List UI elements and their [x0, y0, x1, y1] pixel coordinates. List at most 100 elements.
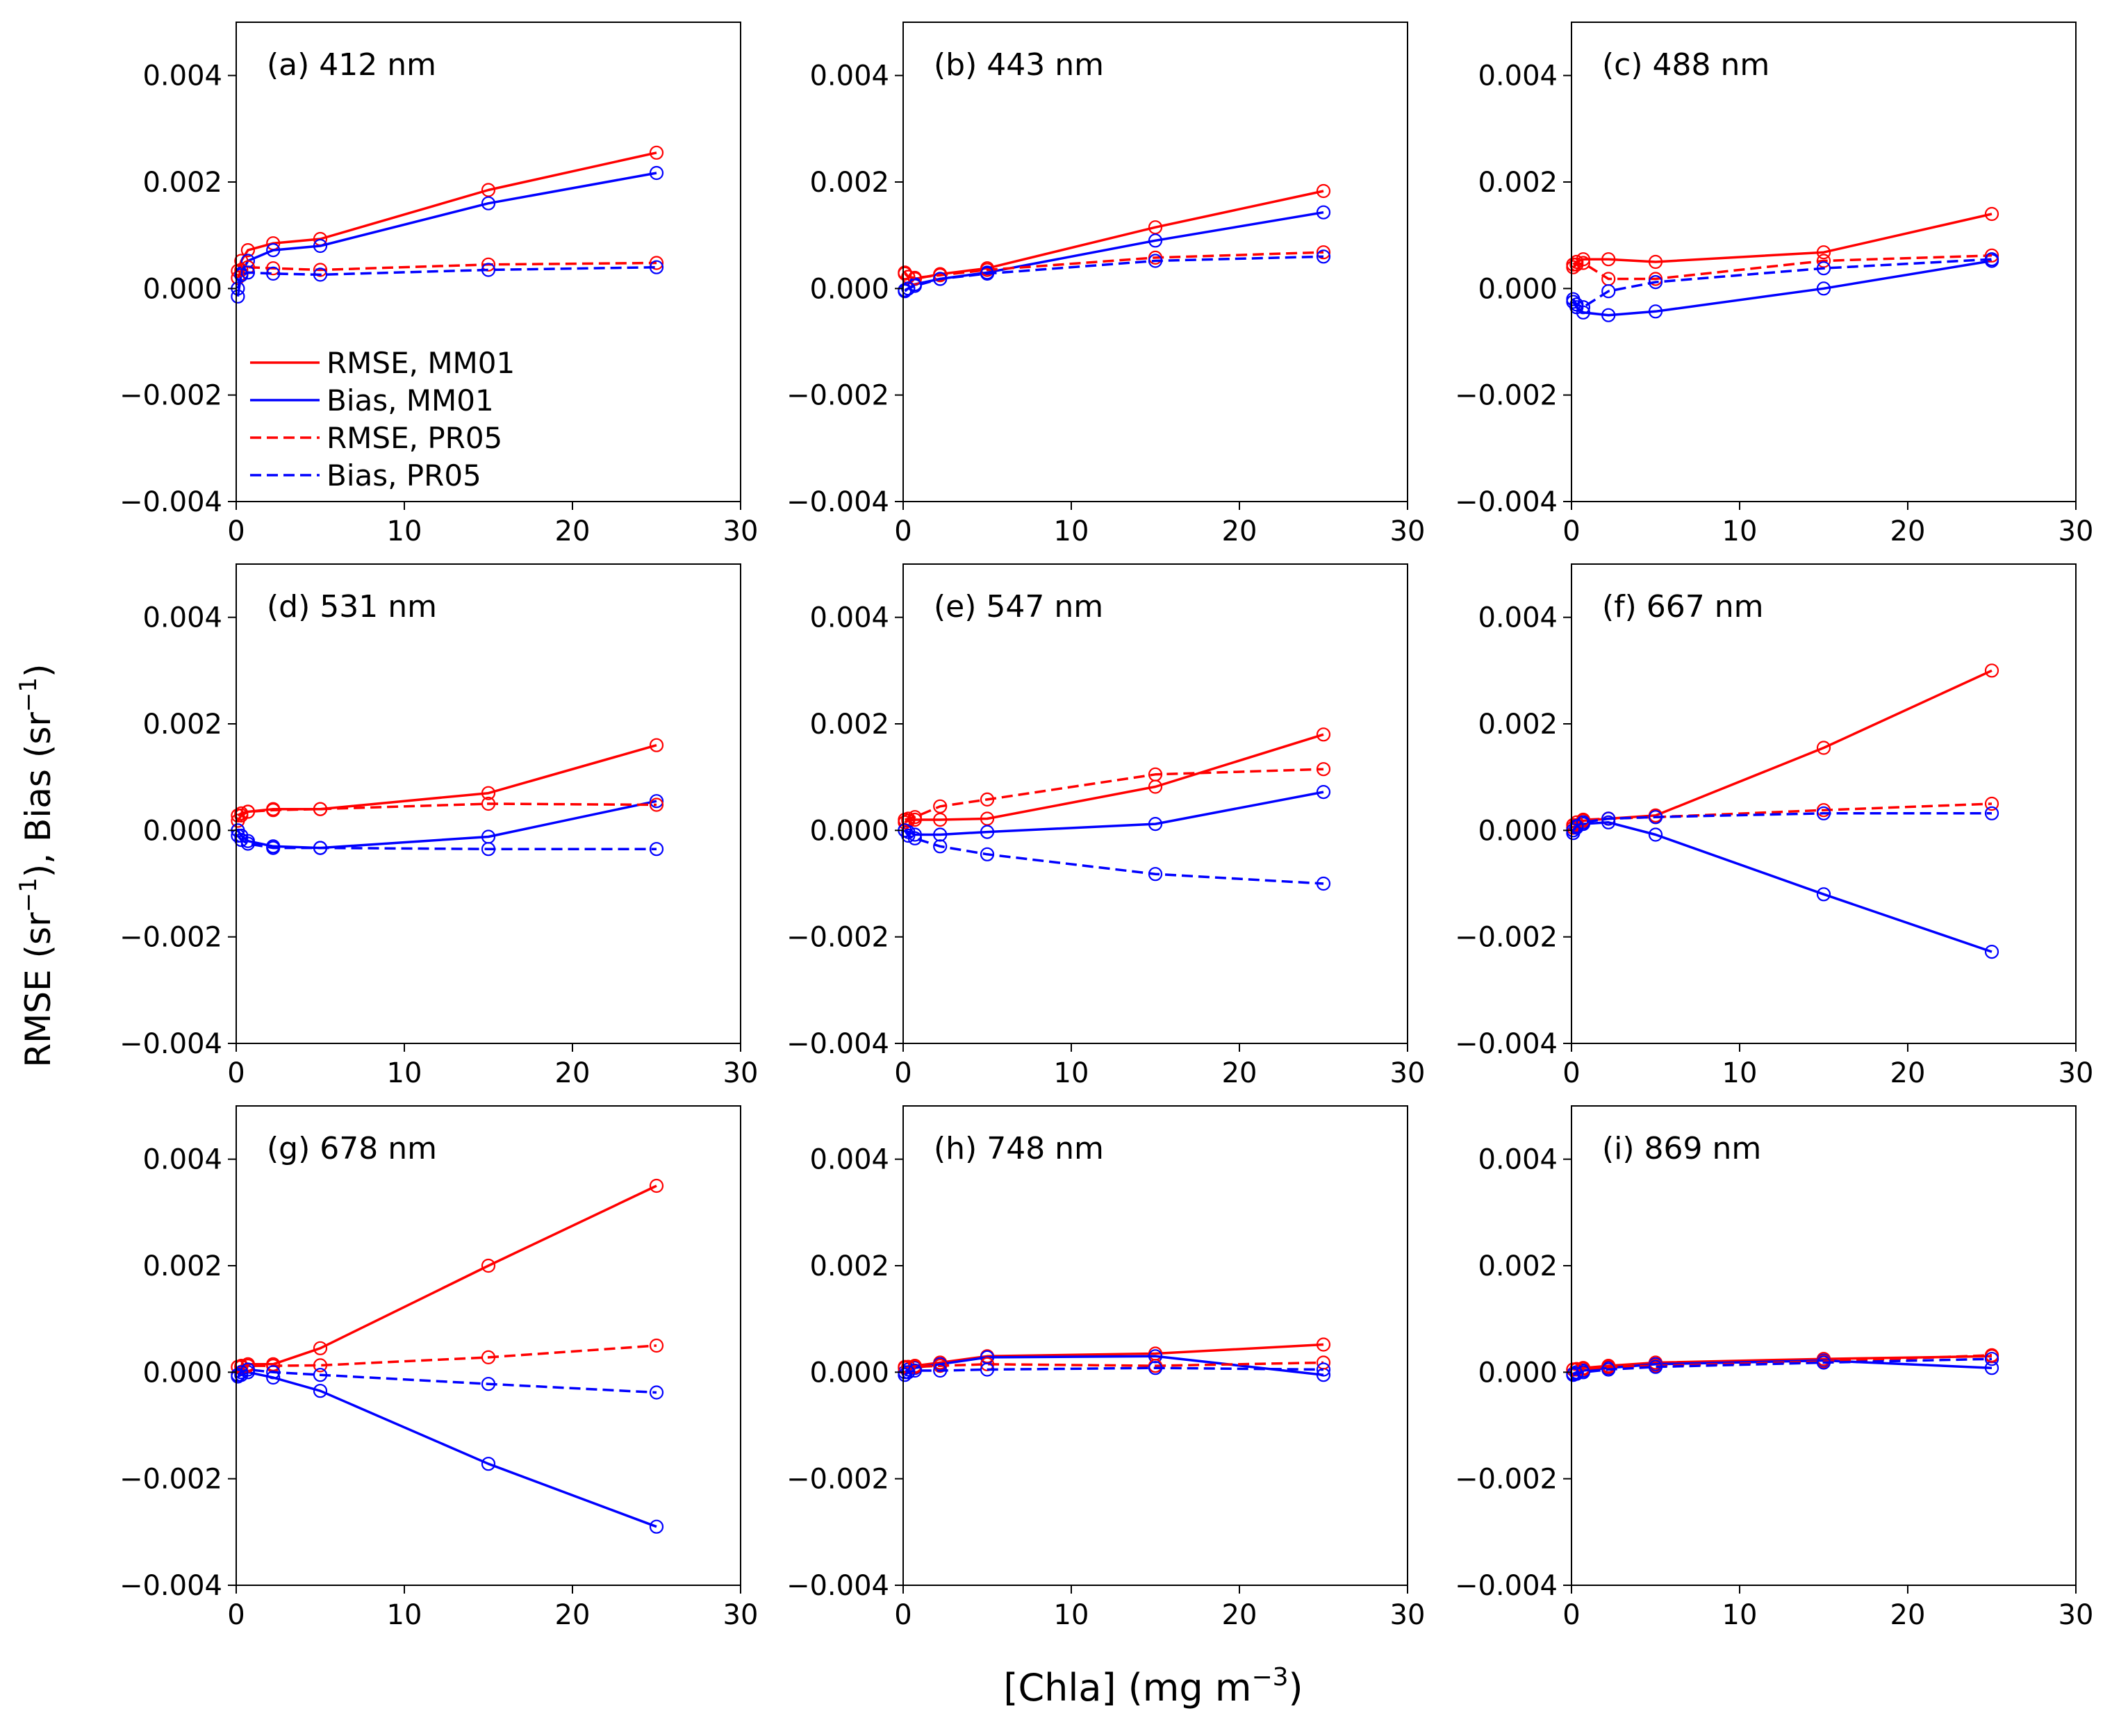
axes-frame: [236, 22, 741, 502]
data-point-rmse-mm01: [481, 1258, 496, 1273]
y-tick-label: 0.002: [1478, 709, 1558, 741]
y-axis-label: RMSE (sr−1), Bias (sr−1): [15, 663, 58, 1067]
data-point-rmse-pr05: [234, 263, 249, 277]
series-group: [231, 738, 664, 857]
data-point-bias-pr05: [1601, 1362, 1616, 1377]
y-tick-label: −0.004: [119, 1028, 222, 1060]
data-point-bias-mm01: [231, 289, 245, 304]
data-point-rmse-pr05: [907, 270, 923, 286]
x-tick-label: 0: [894, 1599, 911, 1631]
data-point-bias-pr05: [907, 1363, 923, 1378]
data-point-bias-pr05: [1984, 806, 1999, 820]
series-line-bias-pr05: [237, 1368, 657, 1394]
x-tick-label: 10: [387, 1057, 422, 1089]
series-line-bias-mm01: [904, 791, 1324, 836]
data-point-rmse-pr05: [313, 263, 328, 277]
y-tick-label: 0.004: [1478, 1144, 1558, 1176]
y-tick-label: 0.000: [142, 273, 222, 305]
x-tick-label: 20: [1890, 1057, 1926, 1089]
y-tick-label: 0.000: [1478, 273, 1558, 305]
x-tick-label: 10: [1054, 515, 1089, 547]
x-tick-label: 20: [555, 515, 591, 547]
data-point-bias-pr05: [901, 828, 916, 843]
data-point-bias-mm01: [313, 238, 328, 254]
data-point-rmse-mm01: [240, 243, 255, 258]
data-point-rmse-pr05: [649, 797, 664, 812]
x-tick-label: 0: [227, 1599, 245, 1631]
data-point-bias-mm01: [1648, 827, 1663, 842]
data-point-rmse-pr05: [980, 263, 995, 277]
data-point-bias-pr05: [1569, 819, 1584, 834]
data-point-bias-pr05: [1148, 254, 1163, 268]
data-point-rmse-mm01: [649, 738, 664, 752]
y-tick-label: −0.002: [786, 922, 889, 954]
data-point-bias-pr05: [266, 266, 281, 281]
data-point-rmse-mm01: [933, 812, 948, 827]
data-point-bias-mm01: [313, 1384, 328, 1398]
chart-panel-5: 0 10 20 30 −0.004 −0.002 0.000 0.002 0.004 (e) 54…: [786, 563, 1425, 1089]
data-point-rmse-pr05: [1566, 1362, 1581, 1377]
axes-frame: [1571, 1105, 2077, 1586]
y-tick-label: −0.002: [119, 380, 222, 412]
data-point-rmse-pr05: [1569, 815, 1584, 829]
x-tick-label: 0: [1562, 515, 1580, 547]
data-point-bias-mm01: [1316, 784, 1331, 800]
data-point-rmse-mm01: [1984, 206, 1999, 222]
y-tick-label: 0.000: [142, 1357, 222, 1389]
data-point-rmse-pr05: [933, 1358, 948, 1373]
data-point-bias-pr05: [907, 279, 923, 293]
panel-title: (h) 748 nm: [934, 1131, 1104, 1166]
data-point-bias-pr05: [481, 263, 496, 277]
data-point-rmse-pr05: [649, 1338, 664, 1353]
x-tick-label: 30: [1390, 1599, 1426, 1631]
data-point-bias-mm01: [1984, 944, 1999, 959]
data-point-rmse-mm01: [649, 1178, 664, 1193]
y-tick-label: 0.002: [809, 709, 889, 741]
legend-label: Bias, MM01: [327, 383, 494, 418]
y-tick-label: 0.000: [142, 815, 222, 847]
axes-frame: [1571, 22, 2077, 502]
x-tick-label: 20: [1890, 1599, 1926, 1631]
y-tick-label: 0.004: [142, 1144, 222, 1176]
data-point-bias-pr05: [1601, 811, 1616, 826]
data-point-bias-pr05: [980, 266, 995, 281]
series-group: [898, 183, 1331, 299]
data-point-bias-pr05: [313, 841, 328, 855]
x-tick-label: 30: [2059, 1599, 2094, 1631]
data-point-bias-pr05: [481, 842, 496, 857]
y-tick-label: −0.002: [786, 1464, 889, 1496]
data-point-rmse-pr05: [240, 804, 255, 819]
data-point-rmse-pr05: [266, 261, 281, 276]
y-tick-label: 0.002: [142, 709, 222, 741]
axes-frame: [902, 563, 1408, 1044]
axes-frame: [902, 22, 1408, 502]
data-point-rmse-pr05: [481, 1350, 496, 1365]
series-line-bias-pr05: [904, 255, 1324, 292]
axes-frame: [902, 1105, 1408, 1586]
x-tick-label: 0: [1562, 1599, 1580, 1631]
x-tick-label: 20: [555, 1599, 591, 1631]
x-tick-label: 20: [1222, 515, 1257, 547]
data-point-bias-mm01: [1601, 815, 1616, 829]
y-tick-label: 0.004: [142, 60, 222, 92]
data-point-bias-pr05: [649, 1385, 664, 1400]
data-point-bias-pr05: [1148, 1361, 1163, 1375]
data-point-rmse-pr05: [1569, 257, 1584, 272]
axes-frame: [236, 563, 741, 1044]
data-point-rmse-mm01: [1601, 252, 1616, 267]
data-point-bias-mm01: [1816, 281, 1831, 296]
data-point-bias-pr05: [231, 828, 245, 843]
x-tick-label: 30: [723, 515, 759, 547]
data-point-rmse-pr05: [933, 268, 948, 283]
data-point-bias-pr05: [1648, 275, 1663, 290]
data-point-rmse-mm01: [1316, 1337, 1331, 1352]
data-point-rmse-mm01: [481, 786, 496, 800]
data-point-rmse-pr05: [481, 796, 496, 811]
data-point-bias-pr05: [1576, 815, 1590, 829]
x-tick-label: 0: [1562, 1057, 1580, 1089]
data-point-rmse-pr05: [1148, 250, 1163, 265]
x-tick-label: 10: [1722, 1057, 1758, 1089]
panel-title: (i) 869 nm: [1602, 1131, 1761, 1166]
series-line-bias-pr05: [1572, 812, 1992, 832]
